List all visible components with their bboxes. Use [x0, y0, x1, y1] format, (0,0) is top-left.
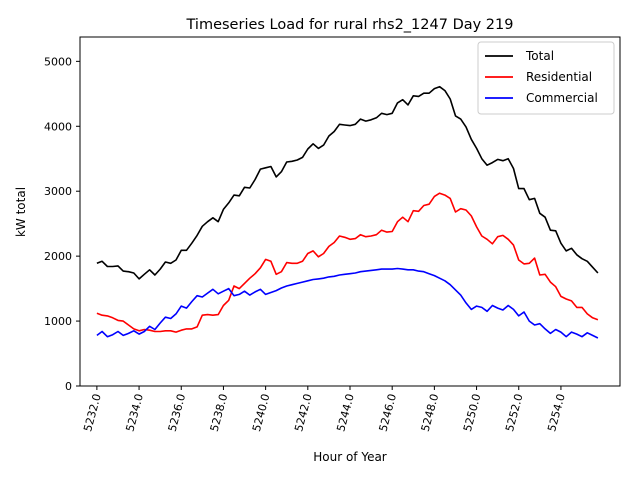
y-tick-label: 4000: [44, 120, 72, 133]
legend-label-residential: Residential: [526, 70, 592, 84]
y-tick-label: 2000: [44, 250, 72, 263]
legend-frame: [477, 41, 615, 115]
series-line-commercial: [96, 267, 599, 339]
y-axis-label: kW total: [14, 187, 28, 237]
legend-label-commercial: Commercial: [526, 91, 598, 105]
y-tick-label: 1000: [44, 315, 72, 328]
y-tick-label: 0: [65, 380, 72, 393]
y-tick-label: 5000: [44, 55, 72, 68]
x-axis-label: Hour of Year: [313, 450, 387, 464]
legend: Total Residential Commercial: [477, 41, 615, 115]
chart-title: Timeseries Load for rural rhs2_1247 Day …: [186, 17, 514, 33]
series-line-residential: [96, 192, 599, 333]
plot-area-frame: [79, 36, 621, 387]
y-axis-ticks: 0 1000 2000 3000 4000 5000: [44, 55, 80, 393]
series-line-total: [96, 85, 599, 280]
y-tick-label: 3000: [44, 185, 72, 198]
series-layer: [96, 85, 599, 339]
legend-label-total: Total: [525, 49, 554, 63]
